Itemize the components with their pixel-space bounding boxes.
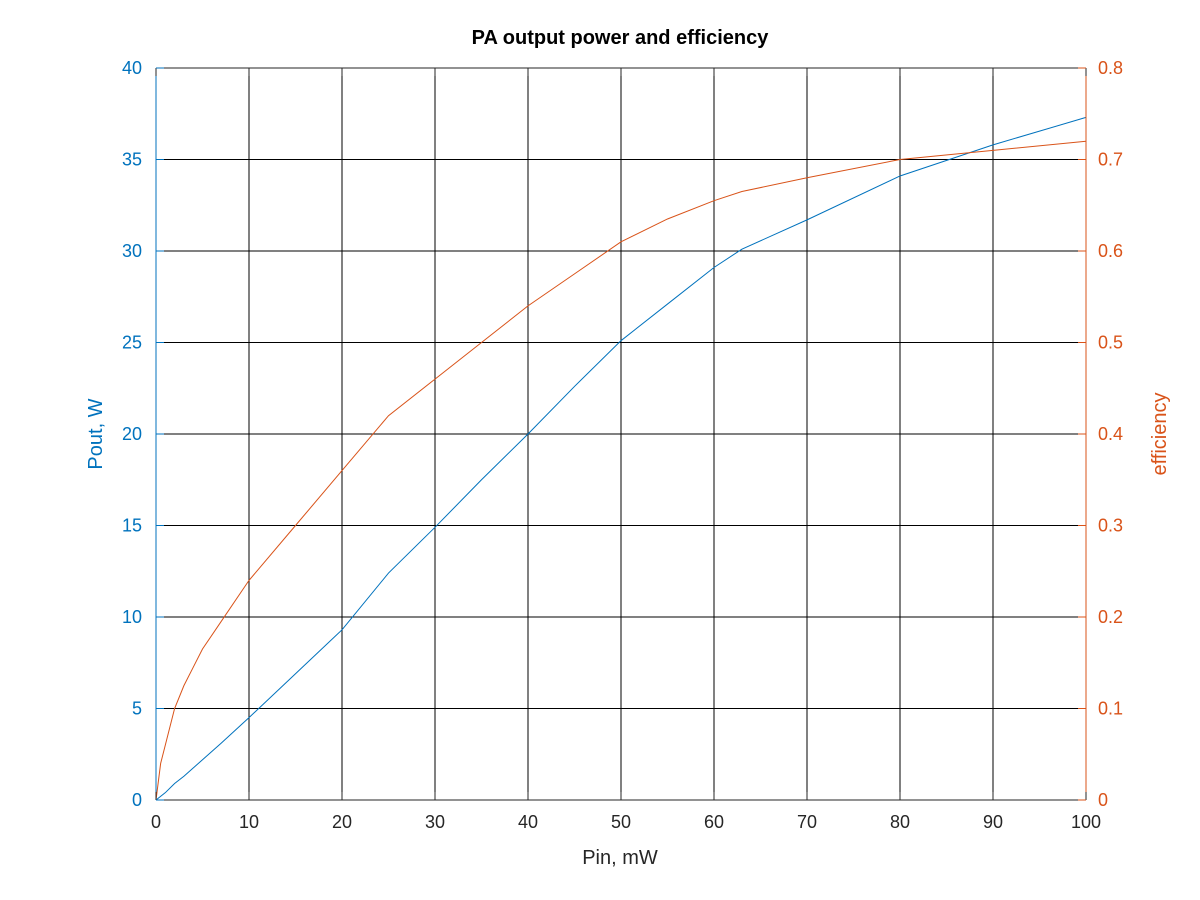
y-right-tick-label: 0.4 bbox=[1098, 424, 1123, 444]
y-axis-left-label: Pout, W bbox=[85, 398, 107, 469]
y-left-tick-label: 30 bbox=[122, 241, 142, 261]
x-tick-label: 70 bbox=[797, 812, 817, 832]
grid-layer bbox=[155, 67, 1087, 801]
series-line-pout bbox=[155, 116, 1087, 801]
series-line-efficiency bbox=[155, 140, 1087, 801]
x-tick-label: 90 bbox=[983, 812, 1003, 832]
x-tick-label: 60 bbox=[704, 812, 724, 832]
y-right-tick-label: 0.3 bbox=[1098, 516, 1123, 536]
y-right-tick-label: 0.8 bbox=[1098, 58, 1123, 78]
chart-title: PA output power and efficiency bbox=[472, 27, 770, 49]
x-tick-label: 80 bbox=[890, 812, 910, 832]
y-left-tick-label: 40 bbox=[122, 58, 142, 78]
y-right-tick-label: 0.7 bbox=[1098, 150, 1123, 170]
y-left-tick-label: 20 bbox=[122, 424, 142, 444]
y-right-tick-label: 0 bbox=[1098, 790, 1108, 810]
y-left-tick-label: 10 bbox=[122, 607, 142, 627]
x-tick-label: 10 bbox=[239, 812, 259, 832]
x-tick-label: 50 bbox=[611, 812, 631, 832]
y-right-tick-label: 0.5 bbox=[1098, 333, 1123, 353]
y-right-tick-label: 0.1 bbox=[1098, 699, 1123, 719]
y-right-tick-label: 0.2 bbox=[1098, 607, 1123, 627]
y-left-tick-label: 35 bbox=[122, 150, 142, 170]
y-left-tick-label: 15 bbox=[122, 516, 142, 536]
y-left-tick-label: 5 bbox=[132, 699, 142, 719]
series-layer bbox=[155, 116, 1087, 801]
x-tick-label: 20 bbox=[332, 812, 352, 832]
x-tick-label: 100 bbox=[1071, 812, 1101, 832]
x-tick-label: 30 bbox=[425, 812, 445, 832]
x-tick-label: 40 bbox=[518, 812, 538, 832]
y-left-tick-label: 25 bbox=[122, 333, 142, 353]
x-tick-label: 0 bbox=[151, 812, 161, 832]
y-right-tick-label: 0.6 bbox=[1098, 241, 1123, 261]
y-left-tick-label: 0 bbox=[132, 790, 142, 810]
y-axis-right-label: efficiency bbox=[1149, 392, 1171, 475]
x-axis-label: Pin, mW bbox=[582, 847, 658, 869]
ticks-layer: 0 10 20 30 40 50 60 70 80 90 100051015202530354000… bbox=[122, 58, 1123, 832]
